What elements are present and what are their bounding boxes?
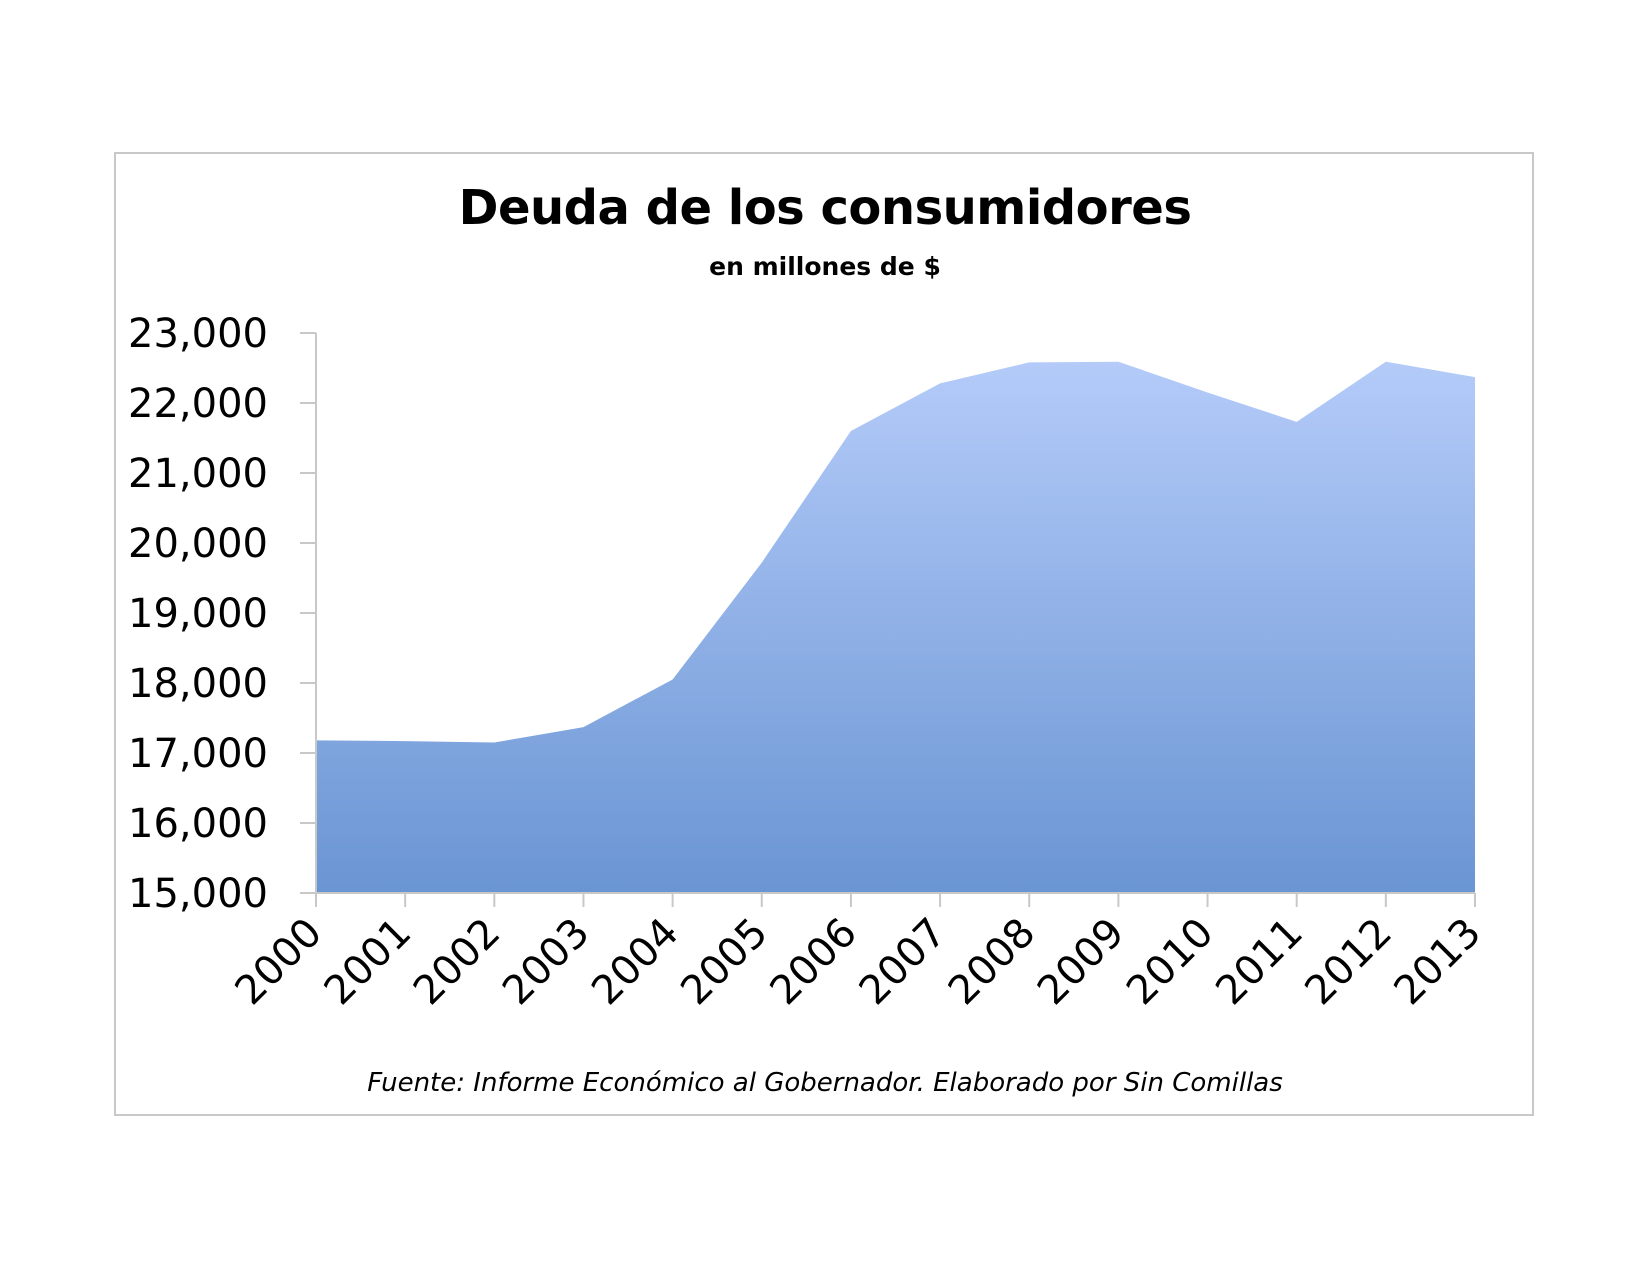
x-tick-label-2004: 2004: [583, 910, 688, 1015]
y-tick-label: 20,000: [128, 521, 268, 567]
x-tick-label-2010: 2010: [1118, 910, 1223, 1015]
x-tick-label-2013: 2013: [1386, 910, 1491, 1015]
y-tick-label: 15,000: [128, 871, 268, 917]
x-tick-label-2008: 2008: [940, 910, 1045, 1015]
chart-source: Fuente: Informe Económico al Gobernador.…: [367, 1068, 1283, 1098]
y-tick-label: 23,000: [128, 311, 268, 357]
x-tick-label-2011: 2011: [1207, 910, 1312, 1015]
x-tick-label-2005: 2005: [672, 910, 777, 1015]
x-tick-label-2001: 2001: [316, 910, 421, 1015]
x-tick-label-2009: 2009: [1029, 910, 1134, 1015]
x-tick-label-2002: 2002: [405, 910, 510, 1015]
chart-subtitle: en millones de $: [709, 252, 941, 281]
y-tick-label: 18,000: [128, 661, 268, 707]
x-tick-label-2006: 2006: [761, 910, 866, 1015]
chart-title: Deuda de los consumidores: [458, 180, 1192, 236]
x-tick-label-2012: 2012: [1296, 910, 1401, 1015]
y-tick-label: 22,000: [128, 381, 268, 427]
x-tick-label-2007: 2007: [851, 910, 956, 1015]
x-tick-label-2003: 2003: [494, 910, 599, 1015]
y-tick-label: 17,000: [128, 731, 268, 777]
y-tick-label: 19,000: [128, 591, 268, 637]
y-tick-label: 21,000: [128, 451, 268, 497]
series-area: [316, 361, 1475, 893]
y-tick-label: 16,000: [128, 801, 268, 847]
x-tick-label-2000: 2000: [227, 910, 332, 1015]
